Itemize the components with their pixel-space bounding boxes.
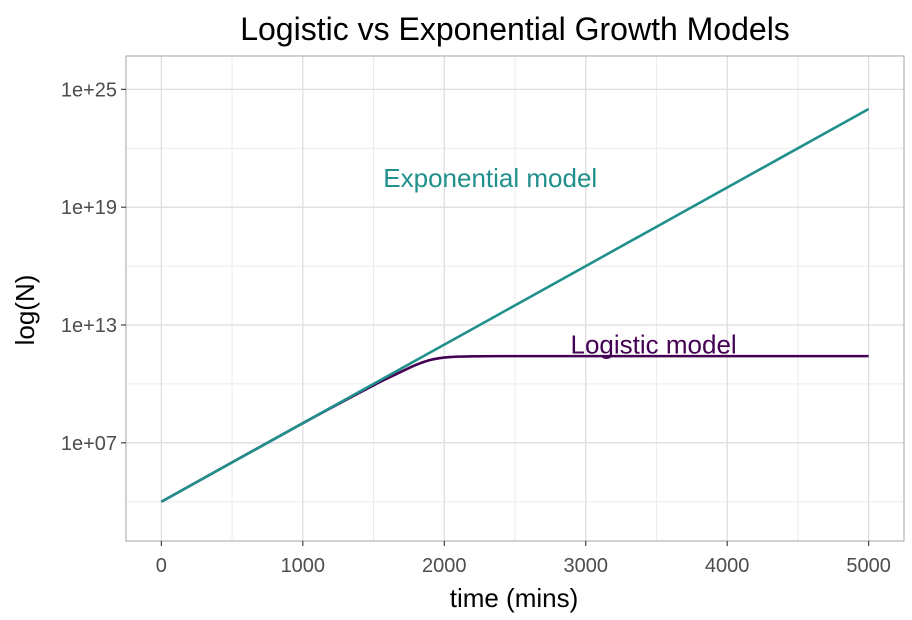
series-layer bbox=[160, 107, 870, 503]
logistic-model-annotation: Logistic model bbox=[571, 330, 737, 360]
x-tick-label: 0 bbox=[156, 555, 167, 577]
panel-border bbox=[125, 55, 905, 542]
chart-title: Logistic vs Exponential Growth Models bbox=[240, 11, 790, 47]
y-tick-label: 1e+19 bbox=[61, 197, 117, 219]
y-axis-title: log(N) bbox=[10, 275, 40, 346]
y-tick-label: 1e+25 bbox=[61, 79, 117, 101]
exponential-model-annotation: Exponential model bbox=[383, 163, 597, 193]
y-tick-label: 1e+07 bbox=[61, 433, 117, 455]
x-tick-label: 4000 bbox=[705, 555, 750, 577]
y-axis-ticks: 1e+07 1e+13 1e+19 1e+25 bbox=[61, 79, 126, 455]
minor-gridlines bbox=[126, 56, 904, 541]
x-axis-ticks: 0 1000 2000 3000 4000 5000 bbox=[156, 541, 891, 577]
annotation-layer: Exponential model Logistic model bbox=[383, 163, 736, 359]
x-axis-title: time (mins) bbox=[450, 583, 579, 613]
x-tick-label: 5000 bbox=[846, 555, 891, 577]
exponential-model-line bbox=[160, 107, 870, 503]
x-tick-label: 3000 bbox=[563, 555, 608, 577]
y-tick-label: 1e+13 bbox=[61, 315, 117, 337]
x-tick-label: 1000 bbox=[281, 555, 326, 577]
major-gridlines bbox=[126, 56, 904, 541]
x-tick-label: 2000 bbox=[422, 555, 467, 577]
